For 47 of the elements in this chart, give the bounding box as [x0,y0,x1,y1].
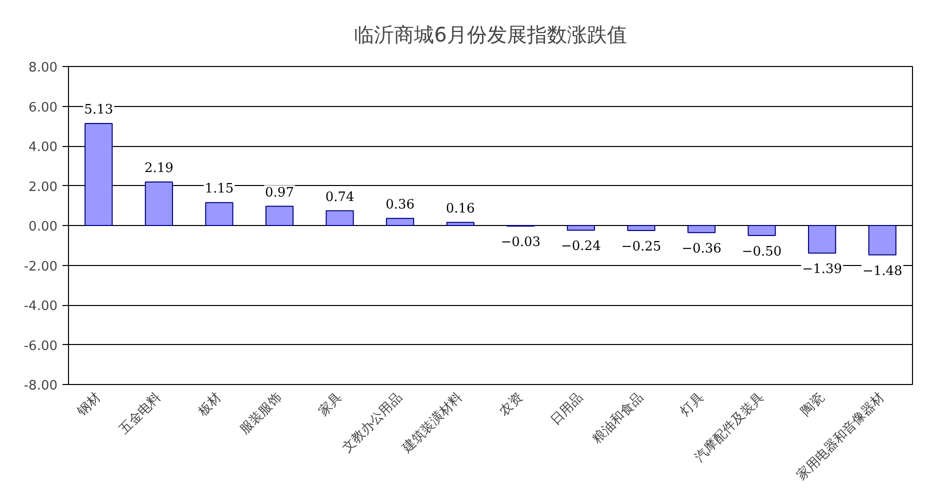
chart-title: 临沂商城6月份发展指数涨跌值 [354,22,627,46]
bar [868,225,896,256]
y-tick-label: 0.00 [28,220,58,234]
data-label: 0.36 [386,197,415,212]
x-tick-label: 灯具 [678,390,707,420]
bar [144,181,173,226]
x-tick-label: 五金电料 [116,390,164,438]
x-tick-label: 家具 [315,389,346,420]
data-label: 1.15 [204,182,234,197]
data-label: 0.16 [446,201,475,216]
y-tick-label: -8.00 [24,378,58,394]
data-label: −0.25 [621,239,662,254]
x-tick-label: 服装服饰 [237,390,285,438]
data-label: −0.03 [500,235,541,250]
data-label: −0.50 [742,244,782,260]
data-label: −1.48 [862,264,902,279]
data-label: −0.36 [682,242,722,257]
data-label: 0.97 [265,185,294,200]
bar [265,206,294,226]
bar [326,210,354,226]
bar [687,225,716,234]
bar [205,202,234,226]
y-tick-label: 2.00 [28,180,58,195]
x-tick-label: 钢材 [74,390,104,420]
bar [446,222,474,226]
x-tick-label: 粮油和食品 [590,390,647,447]
y-tick-label: 4.00 [28,140,58,155]
x-tick-label: 农资 [496,390,526,420]
bar [808,225,836,254]
y-tick-label: 6.00 [28,100,58,116]
data-label: 5.13 [84,102,114,118]
x-tick-label: 日用品 [548,390,586,428]
data-label: −0.24 [561,239,601,254]
x-tick-label: 板材 [194,390,225,420]
data-label: 2.19 [144,161,174,176]
bar [84,123,113,226]
y-tick-label: -4.00 [24,299,58,314]
data-label: 0.74 [325,190,354,205]
bar [386,218,414,226]
y-tick-label: -2.00 [24,259,58,274]
y-tick-label: 8.00 [28,60,58,76]
y-tick-label: -6.00 [24,338,58,354]
bar [627,225,656,231]
x-tick-label: 陶瓷 [798,390,828,420]
bar [748,225,776,236]
bar [566,225,595,231]
data-label: −1.39 [802,262,842,278]
